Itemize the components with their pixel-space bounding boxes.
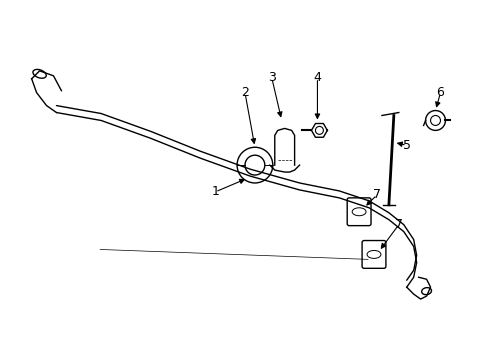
Text: 4: 4 xyxy=(314,71,321,84)
Text: 7: 7 xyxy=(395,218,403,231)
Text: 6: 6 xyxy=(437,86,444,99)
Text: 3: 3 xyxy=(268,71,276,84)
Text: 2: 2 xyxy=(241,86,249,99)
Text: 1: 1 xyxy=(211,185,219,198)
Text: 5: 5 xyxy=(403,139,411,152)
Text: 7: 7 xyxy=(373,188,381,201)
